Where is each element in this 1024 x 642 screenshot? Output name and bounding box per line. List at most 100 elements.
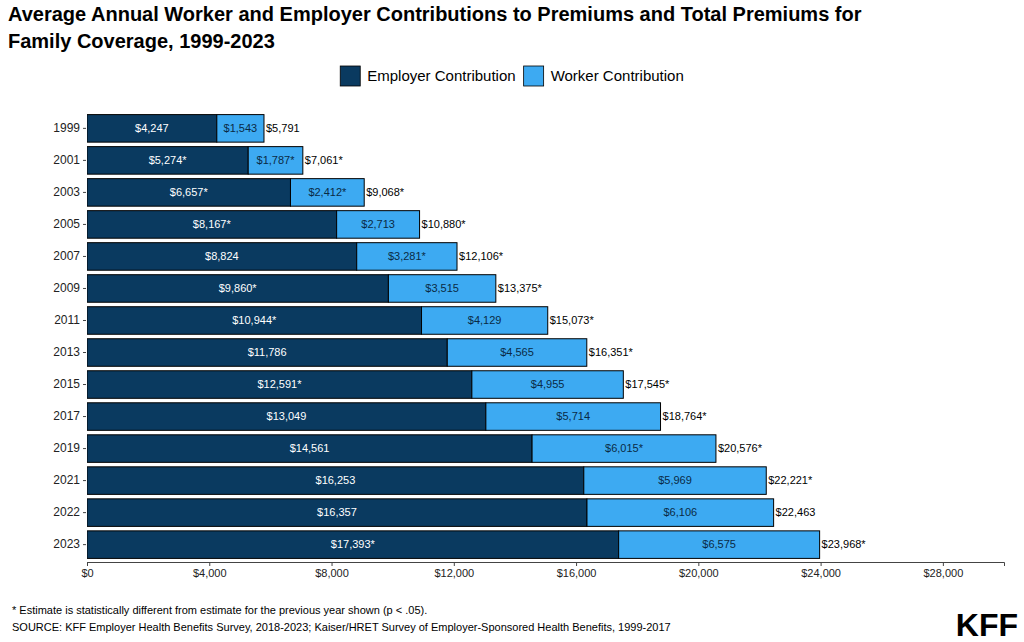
tick-mark bbox=[83, 448, 86, 449]
tick-mark bbox=[83, 192, 86, 193]
tick-label: $20,000 bbox=[679, 567, 719, 579]
tick-mark bbox=[943, 562, 944, 566]
axis-line bbox=[88, 563, 1005, 567]
bar bbox=[337, 211, 420, 239]
bar bbox=[357, 243, 457, 271]
tick-mark bbox=[83, 256, 86, 257]
tick-mark bbox=[698, 562, 699, 566]
tick: 2011 bbox=[54, 313, 86, 327]
bar bbox=[290, 179, 364, 207]
tick: $28,000 bbox=[923, 562, 963, 579]
data-label: $5,714 bbox=[556, 410, 590, 422]
total-label: $23,968* bbox=[822, 538, 867, 550]
tick-label: 2005 bbox=[53, 217, 80, 231]
data-label: $4,565 bbox=[500, 346, 534, 358]
bar bbox=[87, 179, 290, 207]
data-label: $12,591* bbox=[257, 378, 302, 390]
tick: $16,000 bbox=[557, 562, 597, 579]
bar bbox=[87, 499, 587, 527]
tick-mark bbox=[83, 320, 86, 321]
tick-label: $8,000 bbox=[315, 567, 349, 579]
brand-logo: KFF bbox=[956, 607, 1018, 642]
total-label: $15,073* bbox=[550, 314, 595, 326]
bar bbox=[87, 339, 447, 367]
data-label: $17,393* bbox=[331, 538, 376, 550]
y-axis: 1999200120032005200720092011201320152017… bbox=[53, 114, 86, 561]
legend-item: Worker Contribution bbox=[524, 66, 684, 86]
total-label: $18,764* bbox=[663, 410, 708, 422]
x-axis: $0$4,000$8,000$12,000$16,000$20,000$24,0… bbox=[81, 562, 1004, 579]
tick-label: 2019 bbox=[53, 441, 80, 455]
legend-swatch bbox=[340, 66, 360, 86]
data-label: $6,015* bbox=[605, 442, 644, 454]
data-label: $5,274* bbox=[149, 154, 188, 166]
data-label: $1,543 bbox=[224, 122, 258, 134]
tick-label: 2022 bbox=[53, 505, 80, 519]
tick: 2017 bbox=[53, 409, 86, 423]
total-label: $13,375* bbox=[498, 282, 543, 294]
tick-mark bbox=[83, 224, 86, 225]
bar bbox=[587, 499, 774, 527]
tick: 2001 bbox=[53, 153, 86, 167]
bar bbox=[87, 371, 472, 399]
data-label: $6,575 bbox=[702, 538, 736, 550]
bar bbox=[87, 435, 532, 463]
data-label: $3,515 bbox=[425, 282, 459, 294]
bar bbox=[87, 115, 217, 143]
tick-label: 2017 bbox=[53, 409, 80, 423]
tick: $0 bbox=[81, 562, 93, 579]
legend-item: Employer Contribution bbox=[340, 66, 515, 86]
tick-mark bbox=[83, 128, 86, 129]
tick: $20,000 bbox=[679, 562, 719, 579]
tick: 2005 bbox=[53, 217, 86, 231]
title: Family Coverage, 1999-2023 bbox=[8, 30, 275, 52]
tick-label: $24,000 bbox=[801, 567, 841, 579]
data-label: $2,713 bbox=[361, 218, 395, 230]
tick: 2022 bbox=[53, 505, 86, 519]
footnote: * Estimate is statistically different fr… bbox=[12, 604, 427, 616]
total-label: $22,221* bbox=[768, 474, 813, 486]
tick-mark bbox=[83, 288, 86, 289]
tick: 2019 bbox=[53, 441, 86, 455]
data-label: $9,860* bbox=[219, 282, 258, 294]
tick: 2009 bbox=[53, 281, 86, 295]
bar bbox=[87, 211, 337, 239]
tick-mark bbox=[821, 562, 822, 566]
tick-label: $28,000 bbox=[923, 567, 963, 579]
data-label: $13,049 bbox=[267, 410, 307, 422]
bar bbox=[87, 531, 619, 559]
bar bbox=[584, 467, 766, 495]
tick-mark bbox=[209, 562, 210, 566]
tick: $8,000 bbox=[315, 562, 349, 579]
tick: 2013 bbox=[53, 345, 86, 359]
tick: 2003 bbox=[53, 185, 86, 199]
tick-mark bbox=[87, 562, 88, 566]
bar bbox=[87, 307, 422, 335]
tick-label: 2007 bbox=[53, 249, 80, 263]
tick: 2007 bbox=[53, 249, 86, 263]
total-label: $12,106* bbox=[459, 250, 504, 262]
bar bbox=[388, 275, 495, 303]
data-label: $6,657* bbox=[170, 186, 209, 198]
tick-label: 2013 bbox=[53, 345, 80, 359]
tick-label: 2023 bbox=[53, 537, 80, 551]
bar bbox=[532, 435, 716, 463]
bar bbox=[619, 531, 820, 559]
data-label: $14,561 bbox=[290, 442, 330, 454]
tick: $4,000 bbox=[193, 562, 227, 579]
tick: 2023 bbox=[53, 537, 86, 551]
legend-swatch bbox=[524, 66, 544, 86]
data-label: $4,247 bbox=[135, 122, 169, 134]
tick-label: $4,000 bbox=[193, 567, 227, 579]
total-label: $10,880* bbox=[422, 218, 467, 230]
legend-label: Worker Contribution bbox=[551, 67, 684, 84]
data-label: $8,824 bbox=[205, 250, 239, 262]
tick-label: 2011 bbox=[54, 313, 80, 327]
bar bbox=[447, 339, 587, 367]
bar bbox=[472, 371, 623, 399]
tick-mark bbox=[83, 160, 86, 161]
tick: 1999 bbox=[53, 121, 86, 135]
tick-mark bbox=[83, 352, 86, 353]
chart: Average Annual Worker and Employer Contr… bbox=[0, 0, 1024, 642]
tick-mark bbox=[332, 562, 333, 566]
